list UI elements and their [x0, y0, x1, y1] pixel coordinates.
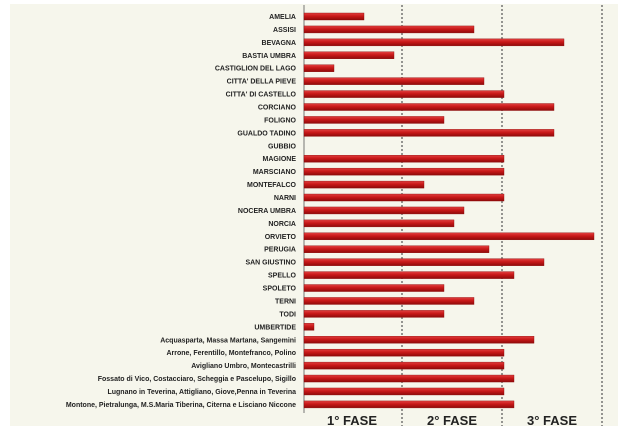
category-label: CITTA' DI CASTELLO [226, 92, 297, 99]
category-labels: AMELIA ASSISI BEVAGNA BASTIA UMBRA CASTIGLIO… [66, 14, 297, 409]
bar [303, 180, 425, 189]
category-label: ASSISI [273, 27, 296, 34]
bar [303, 38, 565, 47]
category-label: BEVAGNA [262, 40, 296, 47]
bar [303, 348, 505, 357]
bar [303, 167, 505, 176]
category-label: BASTIA UMBRA [242, 53, 296, 60]
category-label: TODI [279, 311, 296, 318]
category-label: MARSCIANO [253, 169, 297, 176]
category-label: CORCIANO [258, 105, 297, 112]
bar [303, 336, 535, 344]
bar [303, 245, 490, 253]
bar [303, 155, 505, 163]
category-label: Lugnano in Teverina, Attigliano, Giove,P… [107, 389, 296, 396]
bar [303, 297, 475, 305]
category-label: GUALDO TADINO [237, 130, 296, 137]
category-label: MAGIONE [263, 156, 297, 163]
bar [303, 374, 515, 383]
category-label: FOLIGNO [264, 117, 296, 124]
category-label: NORCIA [268, 221, 296, 228]
bar [303, 25, 475, 34]
category-label: Acquasparta, Massa Martana, Sangemini [160, 337, 296, 344]
category-label: CASTIGLION DEL LAGO [215, 66, 297, 73]
category-label: GUBBIO [268, 143, 297, 150]
bar [303, 258, 545, 266]
category-label: ORVIETO [265, 234, 297, 241]
bar [303, 51, 395, 59]
phase-labels: 1° FASE 2° FASE 3° FASE [327, 413, 577, 428]
phase-label: 2° FASE [427, 413, 477, 428]
bars-group [303, 12, 595, 409]
bar [303, 400, 515, 409]
bar [303, 64, 335, 72]
bar [303, 387, 505, 396]
category-label: CITTA' DELLA PIEVE [227, 79, 297, 86]
phase-label: 1° FASE [327, 413, 377, 428]
category-label: TERNI [275, 298, 296, 305]
bar [303, 193, 505, 202]
bar [303, 129, 555, 137]
category-label: NARNI [274, 195, 296, 202]
category-label: Montone, Pietralunga, M.S.Maria Tiberina… [66, 402, 296, 409]
bar [303, 206, 465, 215]
bar [303, 219, 455, 228]
category-label: SAN GIUSTINO [245, 260, 296, 267]
category-label: Fossato di Vico, Costacciaro, Scheggia e… [98, 376, 296, 383]
bar [303, 232, 595, 241]
bar [303, 12, 365, 21]
bar [303, 323, 315, 331]
bar [303, 116, 445, 124]
category-label: AMELIA [269, 14, 296, 21]
bar [303, 90, 505, 98]
category-label: MONTEFALCO [247, 182, 297, 189]
category-label: SPOLETO [263, 286, 297, 293]
category-label: Arrone, Ferentillo, Montefranco, Polino [166, 350, 296, 357]
bar [303, 103, 555, 111]
bar [303, 361, 505, 370]
category-label: UMBERTIDE [254, 324, 296, 331]
category-label: SPELLO [268, 273, 297, 280]
bar [303, 77, 485, 85]
category-label: PERUGIA [264, 247, 296, 254]
phase-label: 3° FASE [527, 413, 577, 428]
bar [303, 284, 445, 292]
category-label: Avigliano Umbro, Montecastrilli [191, 363, 296, 370]
bar [303, 310, 445, 318]
category-label: NOCERA UMBRA [238, 208, 296, 215]
bar [303, 271, 515, 279]
